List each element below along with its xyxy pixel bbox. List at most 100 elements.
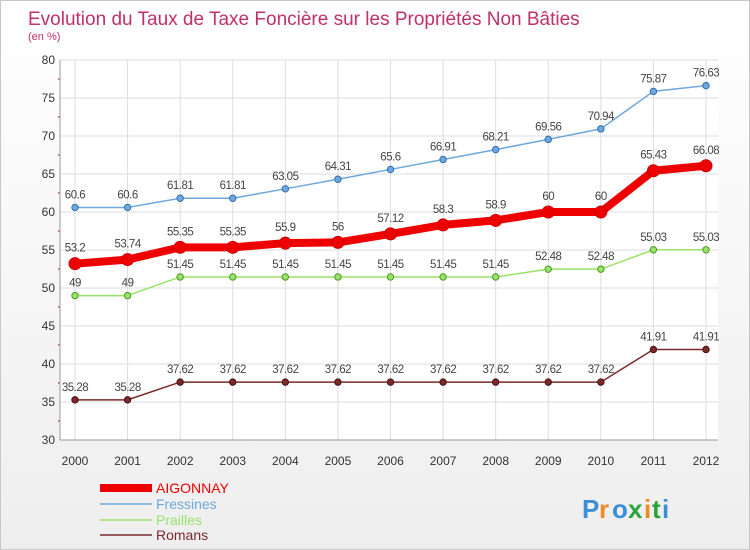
data-label-romans: 35.28 [62,382,88,394]
logo-letter: t [652,494,661,524]
point-fressines [491,145,500,154]
data-label-aigonnay: 58.9 [485,199,505,211]
data-label-romans: 37.62 [483,364,509,376]
y-tick-label: 40 [42,357,56,371]
data-label-romans: 37.62 [220,364,246,376]
data-label-fressines: 64.31 [325,161,351,173]
data-label-aigonnay: 55.35 [167,226,193,238]
data-label-romans: 37.62 [588,364,614,376]
point-romans [702,345,710,354]
data-label-aigonnay: 58.3 [433,204,453,216]
data-label-prailles: 52.48 [535,251,561,263]
point-aigonnay [121,253,135,267]
data-label-romans: 37.62 [167,364,193,376]
data-label-fressines: 60.6 [65,189,85,201]
x-tick-label: 2005 [325,454,352,468]
point-fressines [176,194,184,202]
x-tick-label: 2007 [430,454,457,468]
logo-letter: i [644,494,651,524]
x-tick-label: 2002 [167,454,194,468]
point-prailles [649,246,658,254]
x-tick-label: 2000 [62,454,89,468]
chart-title: Evolution du Taux de Taxe Foncière sur l… [28,9,580,30]
point-fressines [597,125,605,133]
point-aigonnay [278,236,292,250]
point-prailles [544,265,552,273]
legend-label-aigonnay: AIGONNAY [156,480,230,496]
point-fressines [123,203,132,212]
point-aigonnay [173,240,187,254]
data-label-romans: 37.62 [272,364,298,376]
y-tick-label: 80 [42,53,56,67]
logo-letter: x [628,494,643,524]
data-label-fressines: 63.05 [272,171,298,183]
point-fressines [649,87,658,96]
point-fressines [439,155,447,164]
data-label-prailles: 49 [69,278,81,290]
logo-letter: P [582,494,599,524]
point-prailles [702,246,710,254]
point-aigonnay [594,205,608,219]
point-prailles [71,291,79,300]
point-prailles [123,291,132,300]
point-romans [229,378,237,386]
point-fressines [544,135,552,144]
point-fressines [71,203,79,212]
data-label-fressines: 70.94 [588,111,615,123]
point-fressines [229,194,237,202]
data-label-prailles: 51.45 [430,259,456,271]
point-romans [544,378,552,386]
x-tick-label: 2012 [693,454,720,468]
logo-letter: i [662,494,669,524]
point-prailles [439,273,447,281]
point-aigonnay [541,205,555,219]
data-label-romans: 37.62 [430,364,456,376]
data-label-fressines: 61.81 [220,180,246,192]
point-romans [439,378,447,386]
data-label-aigonnay: 66.08 [693,145,719,157]
x-tick-label: 2001 [114,454,141,468]
point-prailles [281,273,290,281]
data-label-fressines: 61.81 [167,180,193,192]
point-aigonnay [646,164,660,178]
y-tick-label: 45 [42,319,56,333]
x-tick-label: 2011 [641,454,667,468]
data-label-aigonnay: 57.12 [377,213,403,225]
point-romans [334,378,342,386]
point-romans [123,396,132,404]
point-romans [281,378,290,386]
x-tick-label: 2008 [482,454,509,468]
point-fressines [386,165,395,174]
data-label-aigonnay: 60 [542,191,554,203]
point-romans [491,378,500,386]
point-romans [176,378,184,386]
x-tick-label: 2006 [377,454,404,468]
y-tick-label: 65 [42,167,56,181]
point-prailles [386,273,395,281]
data-label-aigonnay: 65.43 [640,150,666,162]
point-fressines [334,175,342,183]
data-label-romans: 41.91 [693,331,719,343]
point-romans [71,396,79,404]
chart-subtitle: (en %) [28,31,60,43]
data-label-fressines: 65.6 [380,151,400,163]
y-tick-label: 50 [42,281,56,295]
data-label-aigonnay: 55.9 [275,222,295,234]
data-label-fressines: 66.91 [430,141,456,153]
data-label-prailles: 51.45 [167,259,193,271]
data-label-prailles: 49 [122,278,134,290]
y-tick-label: 35 [42,395,56,409]
data-label-aigonnay: 53.2 [65,243,85,255]
point-fressines [702,81,710,90]
point-prailles [176,273,184,281]
y-tick-label: 30 [42,433,56,447]
x-tick-label: 2003 [219,454,246,468]
point-aigonnay [489,213,503,227]
data-label-romans: 37.62 [535,364,561,376]
data-label-aigonnay: 56 [332,221,344,233]
data-label-aigonnay: 60 [595,191,607,203]
x-tick-label: 2009 [535,454,562,468]
point-prailles [597,265,605,273]
